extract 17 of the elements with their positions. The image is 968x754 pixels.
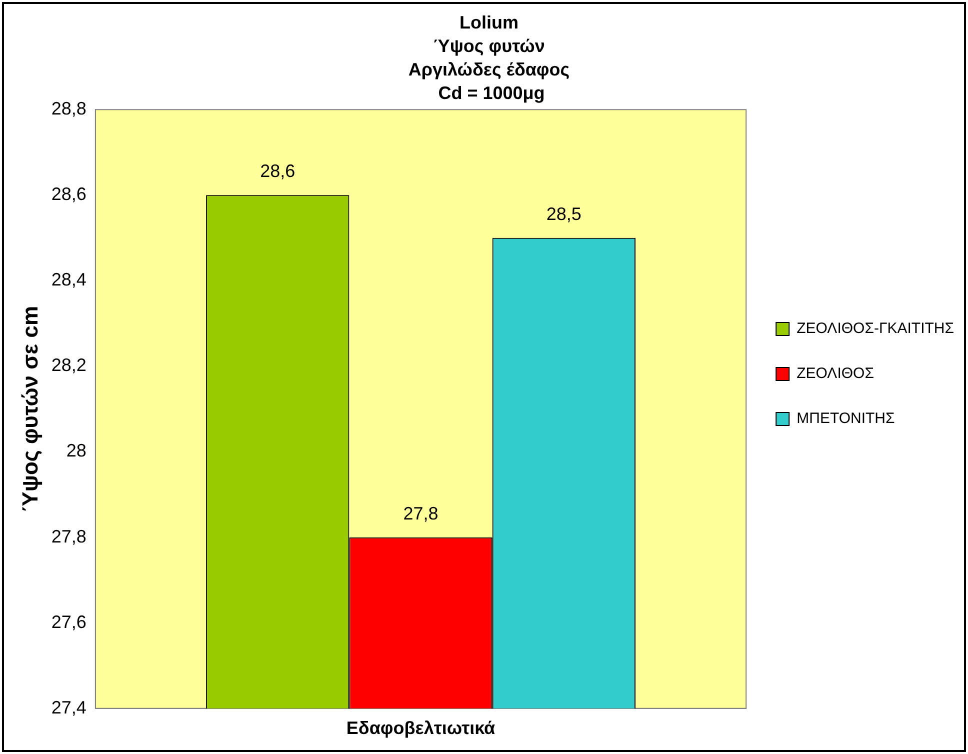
y-tick-label: 28,6 (51, 184, 86, 204)
y-tick-label: 27,6 (51, 612, 86, 632)
y-tick-label: 27,8 (51, 526, 86, 546)
data-label: 27,8 (403, 503, 438, 524)
y-tick-label: 27,4 (51, 697, 86, 718)
y-tick-label: 28,8 (51, 98, 86, 119)
x-axis-title: Εδαφοβελτιωτικά (346, 718, 496, 738)
data-label: 28,5 (546, 204, 582, 224)
legend-label: ΜΠΕΤΟΝΙΤΗΣ (796, 410, 895, 428)
y-tick-label: 28,4 (51, 270, 86, 290)
data-label: 28,6 (260, 161, 296, 182)
y-tick-label: 28,2 (51, 355, 86, 376)
chart-title: Lolium Ύψος φυτών Αργιλώδες έδαφος Cd = 1000μg (408, 12, 570, 103)
y-tick-label: 28 (66, 440, 86, 461)
y-axis-title: Ύψος φυτών σε cm (17, 306, 42, 512)
legend-label: ΖΕΟΛΙΘΟΣ (796, 365, 874, 382)
legend-label: ΖΕΟΛΙΘΟΣ-ΓΚΑΙΤΙΤΗΣ (796, 320, 954, 338)
